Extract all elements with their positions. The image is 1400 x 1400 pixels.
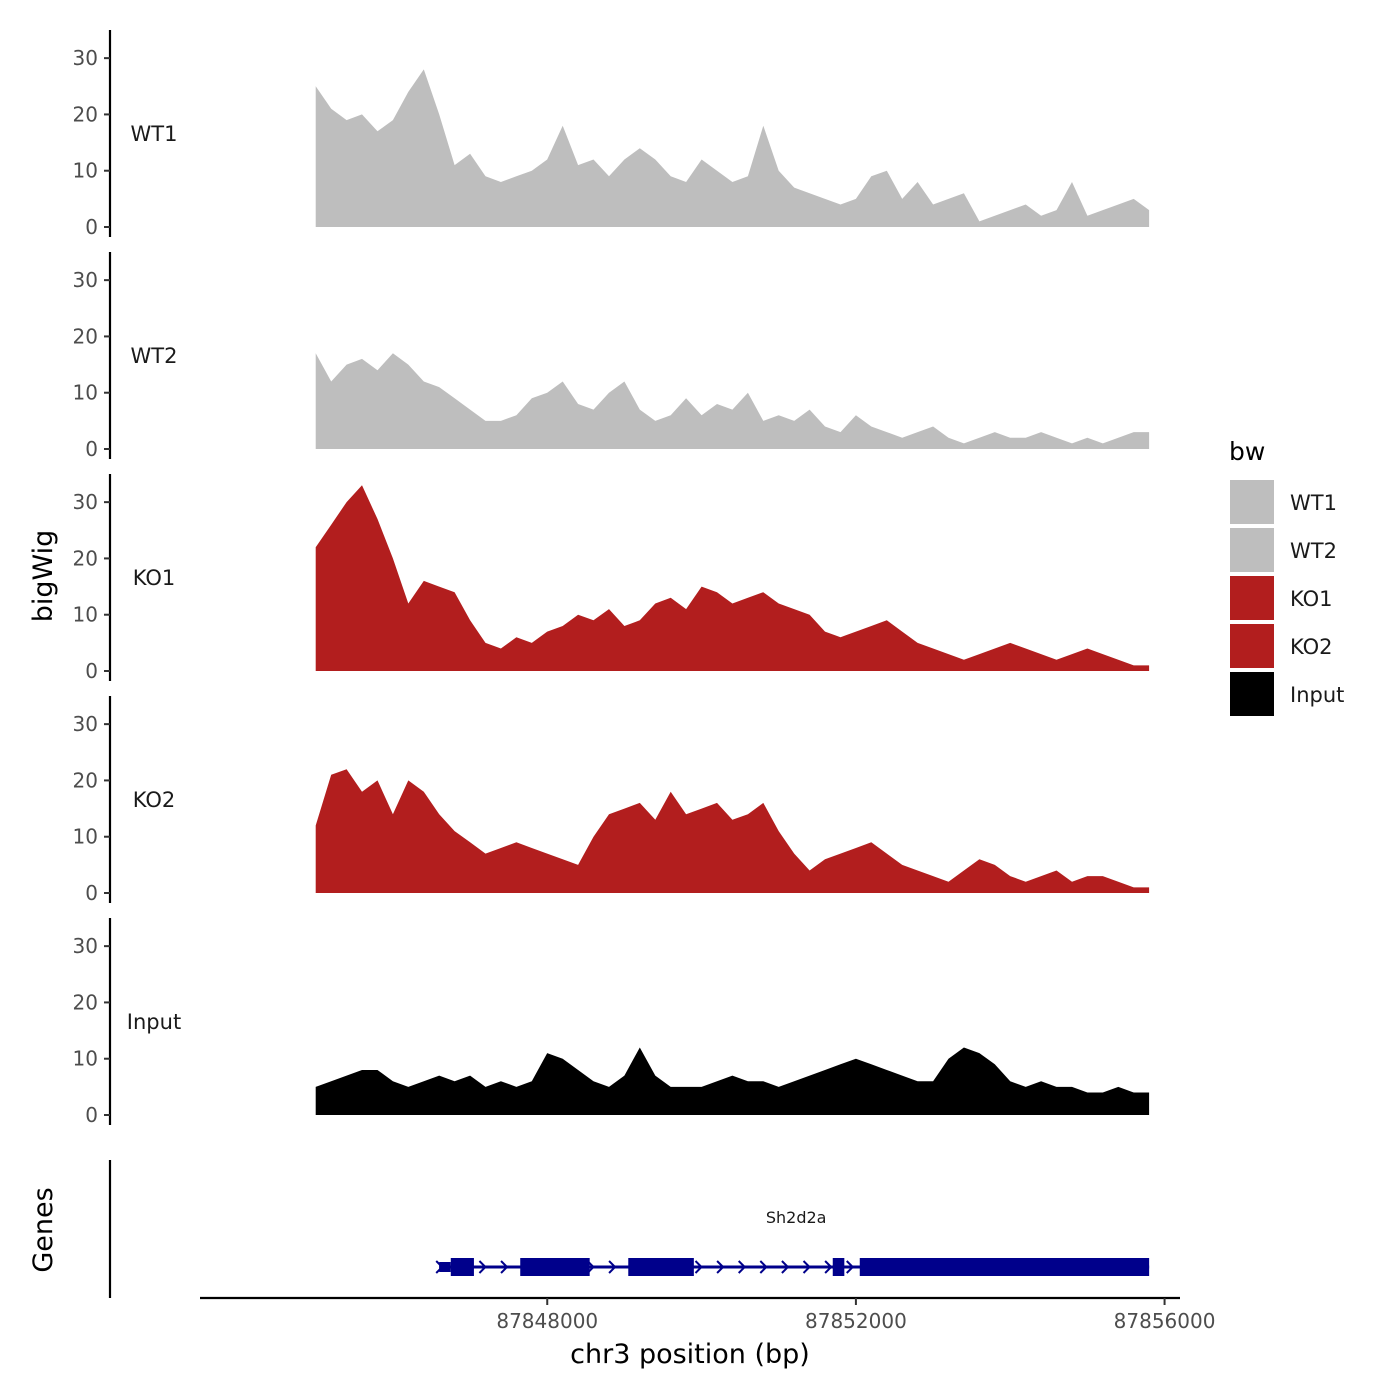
gene-exon [450,1258,474,1276]
y-tick-label: 10 [73,825,98,849]
y-axis-title: bigWig [28,530,59,623]
y-tick-label: 0 [85,1103,98,1127]
strand-arrow-icon [846,1260,855,1274]
strand-arrow-icon [608,1260,617,1274]
strand-arrow-icon [802,1260,811,1274]
gene-name-label: Sh2d2a [766,1208,827,1227]
track-label-ko1: KO1 [133,566,176,590]
legend-label-input: Input [1290,683,1344,707]
strand-arrow-icon [694,1260,703,1274]
strand-arrow-icon [781,1260,790,1274]
coverage-area-input [315,1047,1150,1115]
strand-arrow-icon [716,1260,725,1274]
track-ko2: 0 10 20 30 KO2 [73,696,1150,905]
legend-key-wt2 [1230,528,1274,572]
legend-label-ko1: KO1 [1290,587,1333,611]
track-ko1: 0 10 20 30 KO1 [73,474,1150,683]
track-label-input: Input [127,1010,181,1034]
coverage-area-wt1 [315,69,1150,228]
x-tick-label: 87856000 [1114,1309,1216,1333]
strand-arrow-icon [824,1260,833,1274]
legend-label-ko2: KO2 [1290,635,1333,659]
y-tick-label: 20 [73,102,98,126]
y-tick-label: 30 [73,46,98,70]
track-wt2: 0 10 20 30 WT2 [73,252,1150,461]
coverage-area-ko2 [315,769,1150,893]
x-axis-title: chr3 position (bp) [570,1339,810,1370]
coverage-area-wt2 [315,353,1150,449]
genes-axis-title: Genes [28,1187,59,1272]
strand-arrow-icon [500,1260,509,1274]
legend-key-ko2 [1230,624,1274,668]
track-wt1: 0 10 20 30 WT1 [73,30,1150,239]
y-tick-label: 20 [73,546,98,570]
y-tick-label: 30 [73,268,98,292]
y-tick-label: 20 [73,768,98,792]
y-tick-label: 10 [73,1047,98,1071]
strand-arrow-icon [759,1260,768,1274]
legend-label-wt2: WT2 [1290,539,1337,563]
gene-exon [832,1258,845,1276]
legend-key-wt1 [1230,480,1274,524]
y-tick-label: 10 [73,603,98,627]
coverage-tracks: 0 10 20 30 WT1 0 10 20 30 WT2 0 10 20 30 KO1 0 10 20 30 KO2… [73,30,1150,1127]
track-label-wt1: WT1 [131,122,178,146]
y-tick-label: 10 [73,159,98,183]
strand-arrow-icon [478,1260,487,1274]
legend-label-wt1: WT1 [1290,491,1337,515]
y-tick-label: 0 [85,659,98,683]
y-tick-label: 10 [73,381,98,405]
strand-arrow-icon [737,1260,747,1274]
legend-title: bw [1229,437,1265,466]
track-label-wt2: WT2 [131,344,178,368]
y-tick-label: 30 [73,490,98,514]
track-input: 0 10 20 30 Input [73,918,1150,1127]
legend: bw WT1 WT2 KO1 KO2 Input [1229,437,1344,716]
y-tick-label: 30 [73,712,98,736]
y-tick-label: 0 [85,437,98,461]
legend-key-input [1230,672,1274,716]
gene-exon [628,1258,694,1276]
gene-exon [439,1262,451,1272]
x-tick-label: 87852000 [805,1309,907,1333]
x-axis: 87848000 87852000 87856000 [200,1296,1216,1333]
y-tick-label: 30 [73,934,98,958]
x-tick-label: 87848000 [496,1309,598,1333]
y-tick-label: 20 [73,324,98,348]
gene-exon [520,1258,590,1276]
legend-key-ko1 [1230,576,1274,620]
y-tick-label: 0 [85,215,98,239]
coverage-area-ko1 [315,485,1150,671]
gene-exon [859,1258,1150,1276]
track-label-ko2: KO2 [133,788,176,812]
y-tick-label: 20 [73,990,98,1014]
y-tick-label: 0 [85,881,98,905]
gene-track-panel: Sh2d2a [108,1160,1150,1298]
